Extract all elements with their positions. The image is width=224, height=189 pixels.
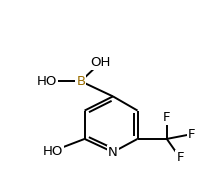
Text: OH: OH xyxy=(90,56,111,69)
Text: N: N xyxy=(108,146,118,159)
Text: F: F xyxy=(163,111,170,124)
Text: HO: HO xyxy=(37,75,57,88)
Text: F: F xyxy=(176,151,184,164)
Text: B: B xyxy=(76,75,85,88)
Text: F: F xyxy=(188,128,195,141)
Text: HO: HO xyxy=(42,145,63,158)
